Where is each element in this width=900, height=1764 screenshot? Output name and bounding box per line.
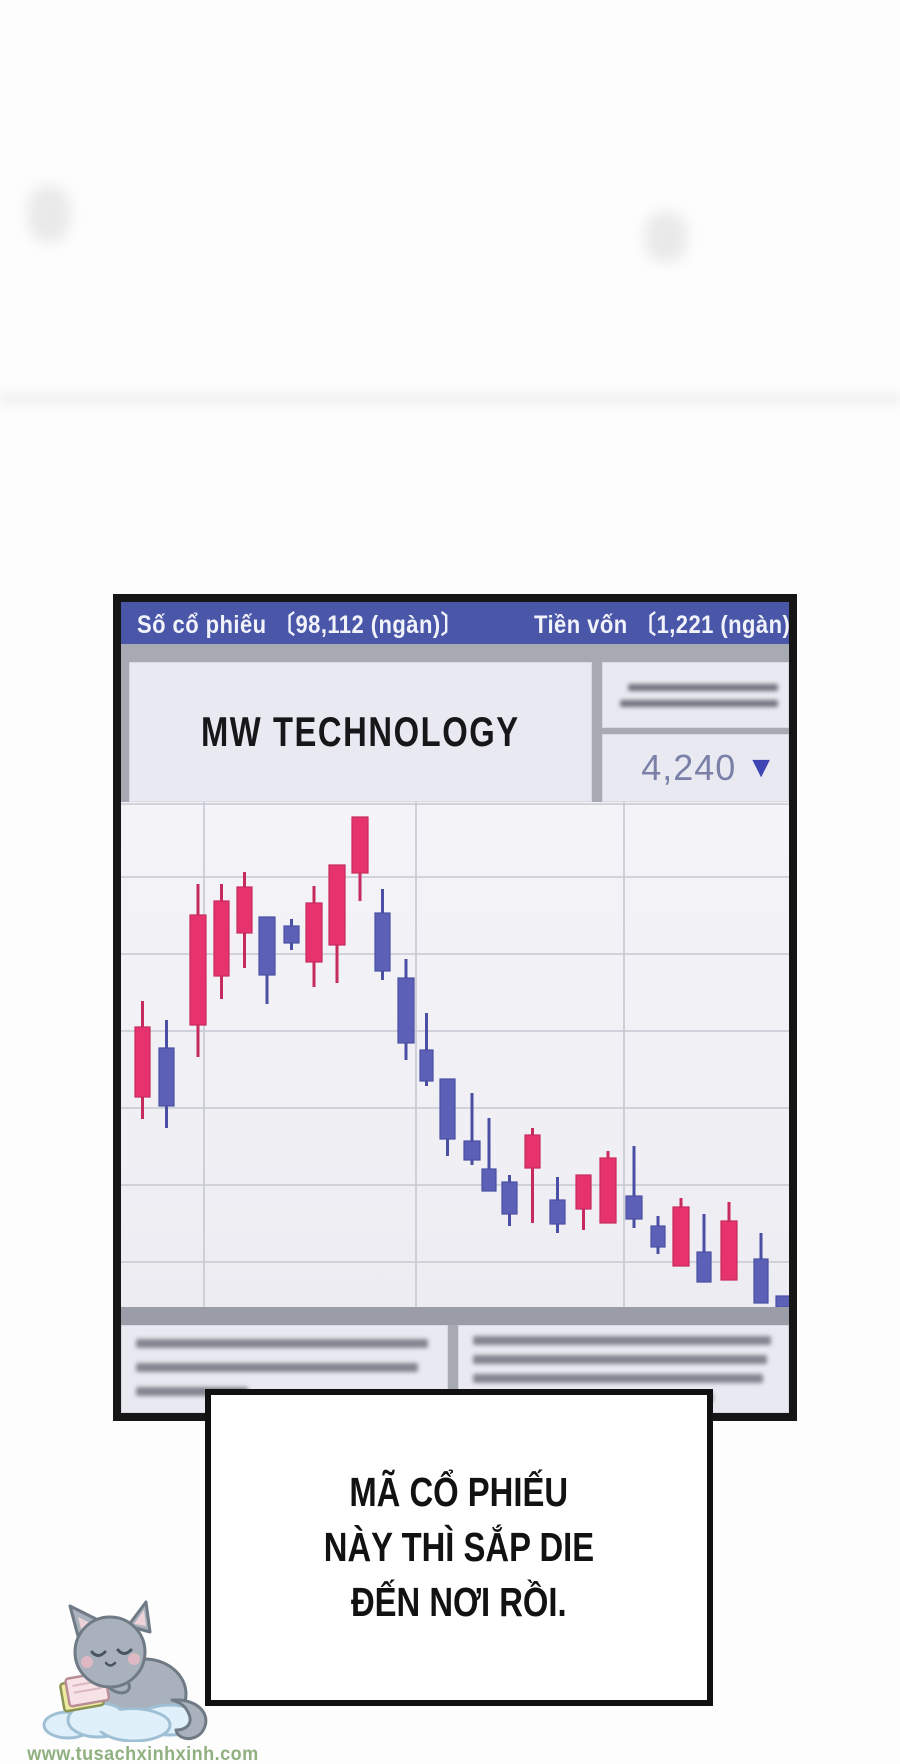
shares-count-label: Số cổ phiếu 〔98,112 (ngàn)〕 [137, 611, 464, 639]
speech-line: NÀY THÌ SẮP DIE [323, 1524, 595, 1570]
capital-label: Tiền vốn 〔1,221 (ngàn)〕 [533, 611, 789, 639]
price-tile: 4,240 ▼ [602, 734, 789, 802]
blurred-text-line [136, 1363, 418, 1372]
stock-app-panel: Số cổ phiếu 〔98,112 (ngàn)〕 Tiền vốn 〔1,… [113, 594, 797, 1421]
blurred-text-line [473, 1355, 767, 1364]
speech-line: ĐẾN NƠI RỒI. [351, 1579, 567, 1625]
blurred-text-line [620, 699, 778, 707]
panel-divider [121, 1307, 789, 1325]
company-name: MW TECHNOLOGY [201, 708, 520, 755]
site-watermark: www.tusachxinhxinh.com [22, 1592, 259, 1764]
price-value: 4,240 [641, 747, 737, 788]
watermark-url: www.tusachxinhxinh.com [27, 1744, 259, 1764]
page-smudge [28, 186, 70, 242]
company-name-tile: MW TECHNOLOGY [129, 662, 592, 802]
cat-mascot-icon [42, 1600, 208, 1742]
cloud-shape [42, 1701, 204, 1742]
stock-info-tile [602, 662, 789, 728]
blurred-text-line [473, 1374, 763, 1383]
speech-line: MÃ CỔ PHIẾU [349, 1469, 569, 1515]
stock-panel-header: Số cổ phiếu 〔98,112 (ngàn)〕 Tiền vốn 〔1,… [121, 602, 789, 644]
blurred-text-line [136, 1387, 248, 1396]
speech-bubble: MÃ CỔ PHIẾU NÀY THÌ SẮP DIE ĐẾN NƠI RỒI. [205, 1389, 713, 1706]
blurred-text-line [473, 1336, 771, 1345]
blurred-text-line [628, 683, 778, 691]
page-smudge [645, 212, 687, 262]
page-smudge [0, 392, 900, 406]
price-down-triangle-icon: ▼ [746, 751, 776, 784]
blurred-text-line [136, 1339, 428, 1348]
candlestick-chart [121, 802, 789, 1307]
